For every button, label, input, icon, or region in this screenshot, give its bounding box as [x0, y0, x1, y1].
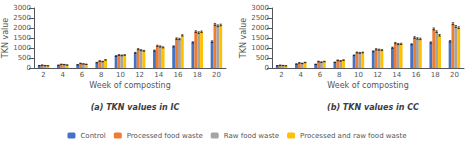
svg-text:6: 6	[318, 71, 323, 79]
svg-text:2: 2	[279, 71, 283, 79]
svg-text:Week of composting: Week of composting	[327, 81, 408, 90]
svg-text:0: 0	[27, 64, 31, 72]
svg-text:1500: 1500	[251, 34, 269, 42]
svg-text:18: 18	[193, 71, 202, 79]
svg-text:2500: 2500	[13, 14, 31, 22]
svg-text:8: 8	[99, 71, 103, 79]
svg-text:10: 10	[354, 71, 363, 79]
svg-text:500: 500	[18, 54, 31, 62]
svg-text:12: 12	[135, 71, 144, 79]
svg-text:3000: 3000	[251, 4, 269, 12]
svg-text:1500: 1500	[13, 34, 31, 42]
svg-text:1000: 1000	[13, 44, 31, 52]
svg-text:Control: Control	[80, 132, 105, 140]
svg-text:2: 2	[41, 71, 45, 79]
svg-text:18: 18	[431, 71, 440, 79]
svg-text:Week of composting: Week of composting	[89, 81, 170, 90]
svg-text:TKN value: TKN value	[1, 18, 10, 60]
svg-text:10: 10	[116, 71, 125, 79]
svg-text:14: 14	[392, 71, 401, 79]
svg-text:(b) TKN values in CC: (b) TKN values in CC	[327, 103, 419, 112]
svg-text:Processed and raw food waste: Processed and raw food waste	[300, 132, 406, 140]
svg-text:16: 16	[174, 71, 183, 79]
svg-text:4: 4	[61, 71, 66, 79]
svg-text:16: 16	[412, 71, 421, 79]
svg-text:20: 20	[212, 71, 221, 79]
svg-text:Processed food waste: Processed food waste	[127, 132, 203, 140]
svg-text:12: 12	[373, 71, 382, 79]
svg-text:Raw food waste: Raw food waste	[224, 132, 279, 140]
svg-text:2000: 2000	[251, 24, 269, 32]
svg-text:8: 8	[337, 71, 341, 79]
svg-text:0: 0	[265, 64, 269, 72]
svg-text:2000: 2000	[13, 24, 31, 32]
svg-text:6: 6	[80, 71, 85, 79]
svg-text:(a) TKN values in IC: (a) TKN values in IC	[91, 103, 180, 112]
svg-text:500: 500	[256, 54, 269, 62]
svg-text:2500: 2500	[251, 14, 269, 22]
svg-text:1000: 1000	[251, 44, 269, 52]
svg-text:TKN value: TKN value	[239, 18, 248, 60]
svg-text:4: 4	[299, 71, 304, 79]
svg-text:3000: 3000	[13, 4, 31, 12]
svg-text:14: 14	[154, 71, 163, 79]
svg-text:20: 20	[450, 71, 459, 79]
